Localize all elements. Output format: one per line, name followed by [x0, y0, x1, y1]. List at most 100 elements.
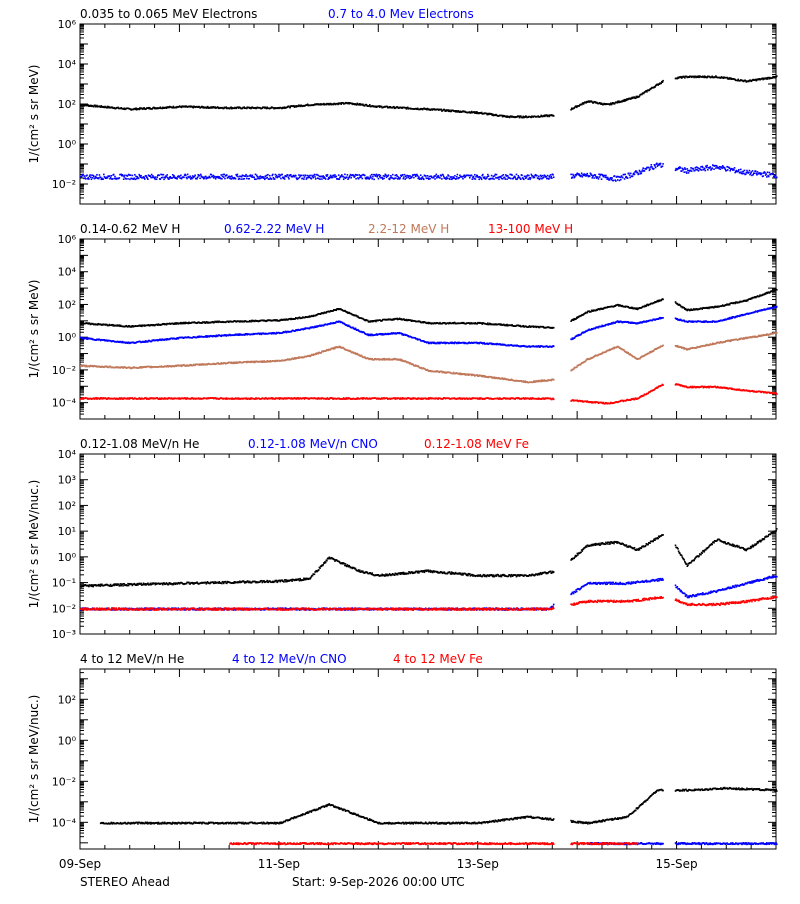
data-point — [245, 174, 247, 176]
data-point — [339, 178, 341, 180]
data-point — [648, 167, 650, 169]
series-1 — [80, 289, 778, 329]
data-point — [662, 163, 664, 165]
data-point — [447, 178, 449, 180]
data-point — [698, 170, 700, 172]
data-point — [506, 178, 508, 180]
data-point — [595, 174, 597, 176]
data-point — [769, 172, 771, 174]
data-point — [406, 177, 408, 179]
data-point — [605, 175, 607, 177]
data-point — [354, 176, 356, 178]
data-point — [134, 174, 136, 176]
data-point — [586, 173, 588, 175]
data-point — [440, 109, 442, 111]
data-point — [160, 178, 162, 180]
data-point — [713, 168, 715, 170]
data-point — [315, 178, 317, 180]
data-point — [472, 178, 474, 180]
data-point — [617, 179, 619, 181]
data-point — [761, 173, 763, 175]
data-point — [90, 176, 92, 178]
data-point — [163, 179, 165, 181]
data-point — [329, 178, 331, 180]
data-point — [702, 167, 704, 169]
data-point — [299, 177, 301, 179]
data-point — [390, 175, 392, 177]
data-point — [627, 177, 629, 179]
data-point — [523, 179, 525, 181]
data-point — [553, 176, 555, 178]
data-point — [187, 174, 189, 176]
data-point — [478, 179, 480, 181]
data-point — [281, 174, 283, 176]
data-point — [629, 174, 631, 176]
data-point — [455, 178, 457, 180]
data-point — [326, 175, 328, 177]
data-point — [733, 169, 735, 171]
data-point — [344, 174, 346, 176]
data-point — [256, 174, 258, 176]
data-point — [271, 178, 273, 180]
data-point — [350, 177, 352, 179]
data-point — [457, 174, 459, 176]
data-point — [589, 175, 591, 177]
panel-frame — [80, 239, 776, 419]
data-point — [269, 175, 271, 177]
data-point — [517, 175, 519, 177]
data-point — [628, 172, 630, 174]
data-point — [84, 175, 86, 177]
data-point — [646, 91, 648, 93]
data-point — [473, 176, 475, 178]
data-point — [767, 171, 769, 173]
data-point — [102, 178, 104, 180]
data-point — [197, 176, 199, 178]
data-point — [256, 176, 258, 178]
data-point — [124, 176, 126, 178]
data-point — [411, 176, 413, 178]
data-point — [693, 168, 695, 170]
data-point — [745, 173, 747, 175]
data-point — [543, 176, 545, 178]
data-point — [220, 174, 222, 176]
data-point — [711, 167, 713, 169]
data-point — [427, 175, 429, 177]
data-point — [591, 177, 593, 179]
data-point — [684, 77, 686, 79]
data-point — [267, 174, 269, 176]
data-point — [231, 175, 233, 177]
data-point — [155, 176, 157, 178]
data-point — [362, 178, 364, 180]
data-point — [290, 174, 292, 176]
series-3 — [80, 332, 778, 384]
data-point — [448, 175, 450, 177]
data-point — [599, 176, 601, 178]
data-point — [305, 175, 307, 177]
data-point — [327, 174, 329, 176]
data-point — [514, 176, 516, 178]
data-point — [346, 176, 348, 178]
data-point — [132, 175, 134, 177]
data-point — [243, 178, 245, 180]
data-point — [474, 174, 476, 176]
data-point — [716, 165, 718, 167]
data-point — [140, 175, 142, 177]
data-point — [176, 178, 178, 180]
data-point — [99, 174, 101, 176]
y-tick-label: 10⁶ — [58, 233, 77, 246]
data-point — [776, 289, 778, 291]
data-point — [301, 175, 303, 177]
data-point — [369, 104, 371, 106]
data-point — [748, 172, 750, 174]
data-point — [768, 176, 770, 178]
data-point — [163, 174, 165, 176]
data-point — [538, 176, 540, 178]
data-point — [729, 170, 731, 172]
data-point — [516, 174, 518, 176]
data-point — [312, 177, 314, 179]
y-tick-label: 10⁰ — [58, 331, 77, 344]
data-point — [221, 178, 223, 180]
